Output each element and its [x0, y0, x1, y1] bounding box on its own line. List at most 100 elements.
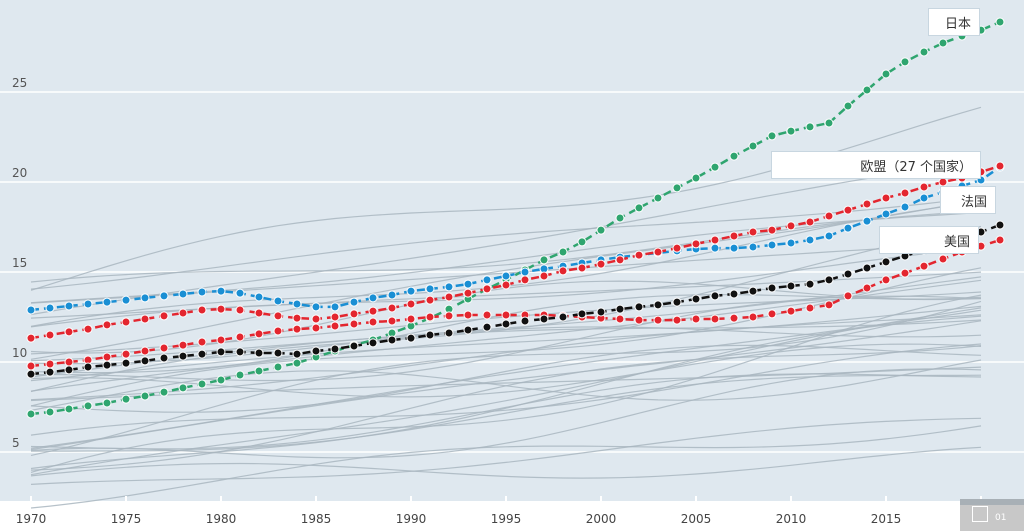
data-point[interactable]	[634, 302, 644, 312]
data-point[interactable]	[786, 221, 796, 231]
data-point[interactable]	[786, 126, 796, 136]
data-point[interactable]	[121, 317, 131, 327]
data-point[interactable]	[178, 340, 188, 350]
data-point[interactable]	[938, 38, 948, 48]
data-point[interactable]	[900, 57, 910, 67]
data-point[interactable]	[824, 231, 834, 241]
data-point[interactable]	[387, 335, 397, 345]
data-point[interactable]	[26, 305, 36, 315]
data-point[interactable]	[577, 309, 587, 319]
data-point[interactable]	[862, 85, 872, 95]
data-point[interactable]	[767, 309, 777, 319]
data-point[interactable]	[159, 311, 169, 321]
data-point[interactable]	[767, 283, 777, 293]
data-point[interactable]	[292, 313, 302, 323]
data-point[interactable]	[938, 254, 948, 264]
data-point[interactable]	[995, 17, 1005, 27]
data-point[interactable]	[368, 293, 378, 303]
data-point[interactable]	[691, 239, 701, 249]
data-point[interactable]	[710, 291, 720, 301]
data-point[interactable]	[273, 296, 283, 306]
data-point[interactable]	[83, 401, 93, 411]
data-point[interactable]	[26, 333, 36, 343]
data-point[interactable]	[121, 295, 131, 305]
data-point[interactable]	[615, 255, 625, 265]
data-point[interactable]	[672, 183, 682, 193]
data-point[interactable]	[482, 284, 492, 294]
data-point[interactable]	[881, 257, 891, 267]
data-point[interactable]	[501, 319, 511, 329]
data-point[interactable]	[349, 309, 359, 319]
data-point[interactable]	[102, 320, 112, 330]
data-point[interactable]	[178, 383, 188, 393]
data-point[interactable]	[919, 47, 929, 57]
data-point[interactable]	[45, 303, 55, 313]
data-point[interactable]	[349, 341, 359, 351]
data-point[interactable]	[520, 275, 530, 285]
data-point[interactable]	[273, 326, 283, 336]
data-point[interactable]	[406, 286, 416, 296]
scrollbar-track[interactable]	[960, 499, 1024, 505]
data-point[interactable]	[919, 193, 929, 203]
data-point[interactable]	[425, 312, 435, 322]
data-point[interactable]	[482, 322, 492, 332]
data-point[interactable]	[710, 162, 720, 172]
data-point[interactable]	[83, 299, 93, 309]
data-point[interactable]	[596, 225, 606, 235]
data-point[interactable]	[824, 300, 834, 310]
data-point[interactable]	[862, 199, 872, 209]
data-point[interactable]	[425, 295, 435, 305]
data-point[interactable]	[653, 193, 663, 203]
data-point[interactable]	[444, 292, 454, 302]
data-point[interactable]	[995, 161, 1005, 171]
data-point[interactable]	[729, 313, 739, 323]
time-scrollbar[interactable]: 01	[960, 499, 1024, 531]
data-point[interactable]	[862, 283, 872, 293]
data-point[interactable]	[748, 312, 758, 322]
data-point[interactable]	[406, 299, 416, 309]
data-point[interactable]	[197, 379, 207, 389]
data-point[interactable]	[805, 303, 815, 313]
data-point[interactable]	[577, 263, 587, 273]
data-point[interactable]	[995, 220, 1005, 230]
data-point[interactable]	[64, 327, 74, 337]
data-point[interactable]	[482, 275, 492, 285]
data-point[interactable]	[805, 217, 815, 227]
data-point[interactable]	[121, 358, 131, 368]
data-point[interactable]	[254, 308, 264, 318]
data-point[interactable]	[102, 360, 112, 370]
data-point[interactable]	[729, 243, 739, 253]
data-point[interactable]	[26, 361, 36, 371]
data-point[interactable]	[197, 287, 207, 297]
data-point[interactable]	[824, 118, 834, 128]
data-point[interactable]	[140, 346, 150, 356]
data-point[interactable]	[520, 316, 530, 326]
data-point[interactable]	[805, 235, 815, 245]
data-point[interactable]	[805, 122, 815, 132]
data-point[interactable]	[45, 330, 55, 340]
data-point[interactable]	[45, 407, 55, 417]
data-point[interactable]	[311, 314, 321, 324]
data-point[interactable]	[710, 243, 720, 253]
data-point[interactable]	[748, 242, 758, 252]
data-point[interactable]	[254, 348, 264, 358]
data-point[interactable]	[330, 321, 340, 331]
data-point[interactable]	[653, 247, 663, 257]
data-point[interactable]	[121, 349, 131, 359]
data-point[interactable]	[729, 151, 739, 161]
data-point[interactable]	[216, 335, 226, 345]
data-point[interactable]	[786, 306, 796, 316]
data-point[interactable]	[501, 310, 511, 320]
data-point[interactable]	[311, 302, 321, 312]
data-point[interactable]	[634, 250, 644, 260]
data-point[interactable]	[710, 235, 720, 245]
data-point[interactable]	[292, 358, 302, 368]
data-point[interactable]	[843, 101, 853, 111]
data-point[interactable]	[577, 237, 587, 247]
data-point[interactable]	[843, 223, 853, 233]
data-point[interactable]	[311, 346, 321, 356]
data-point[interactable]	[425, 330, 435, 340]
data-point[interactable]	[368, 317, 378, 327]
data-point[interactable]	[292, 299, 302, 309]
data-point[interactable]	[653, 300, 663, 310]
